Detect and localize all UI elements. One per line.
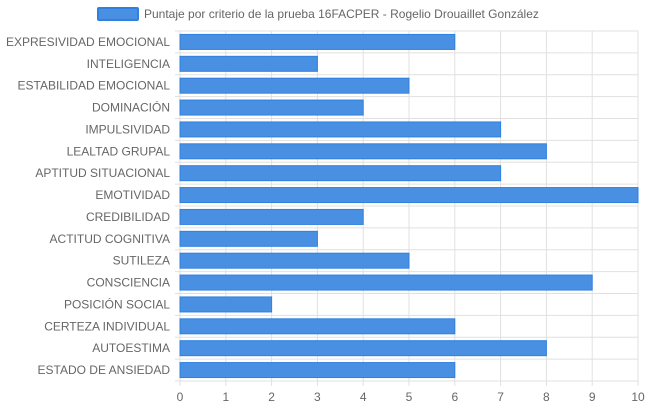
x-tick-label: 9 <box>589 390 596 404</box>
y-category-label: INTELIGENCIA <box>87 57 170 71</box>
legend-label: Puntaje por criterio de la prueba 16FACP… <box>144 7 539 21</box>
bar[interactable] <box>179 274 593 291</box>
x-tick-label: 5 <box>406 390 413 404</box>
y-category-label: EXPRESIVIDAD EMOCIONAL <box>6 35 170 49</box>
y-category-label: EMOTIVIDAD <box>95 188 170 202</box>
bar[interactable] <box>179 165 502 182</box>
legend-swatch <box>97 7 139 21</box>
y-category-label: DOMINACIÓN <box>92 100 170 115</box>
x-tick-label: 3 <box>314 390 321 404</box>
bar[interactable] <box>179 77 410 94</box>
y-category-label: SUTILEZA <box>113 254 170 268</box>
y-category-label: ESTABILIDAD EMOCIONAL <box>18 79 171 93</box>
x-tick-label: 1 <box>222 390 229 404</box>
bar[interactable] <box>179 318 456 335</box>
y-category-label: CREDIBILIDAD <box>86 210 170 224</box>
bar[interactable] <box>179 230 318 247</box>
bar[interactable] <box>179 208 364 225</box>
legend[interactable]: Puntaje por criterio de la prueba 16FACP… <box>97 7 539 21</box>
x-tick-label: 8 <box>543 390 550 404</box>
bar[interactable] <box>179 143 547 160</box>
bar[interactable] <box>179 340 547 357</box>
x-tick-label: 6 <box>451 390 458 404</box>
y-category-label: CONSCIENCIA <box>87 276 170 290</box>
bar[interactable] <box>179 55 318 72</box>
x-tick-label: 7 <box>497 390 504 404</box>
bar[interactable] <box>179 99 364 116</box>
y-category-label: IMPULSIVIDAD <box>85 122 170 136</box>
x-axis-labels: 0 1 2 3 4 5 6 7 8 9 10 <box>177 390 645 404</box>
bar[interactable] <box>179 121 502 138</box>
x-tick-label: 0 <box>177 390 184 404</box>
bar[interactable] <box>179 33 456 50</box>
bars <box>179 33 639 379</box>
y-category-label: CERTEZA INDIVIDUAL <box>44 319 170 333</box>
bar[interactable] <box>179 252 410 269</box>
bar[interactable] <box>179 296 273 313</box>
y-category-label: ESTADO DE ANSIEDAD <box>38 363 171 377</box>
bar[interactable] <box>179 362 456 379</box>
y-category-label: AUTOESTIMA <box>92 341 170 355</box>
y-category-label: ACTITUD COGNITIVA <box>50 232 170 246</box>
x-tick-label: 10 <box>631 390 645 404</box>
y-axis-labels: EXPRESIVIDAD EMOCIONAL INTELIGENCIA ESTABI… <box>6 35 170 377</box>
y-category-label: POSICIÓN SOCIAL <box>64 296 170 311</box>
x-tick-label: 2 <box>268 390 275 404</box>
y-category-label: LEALTAD GRUPAL <box>67 144 171 158</box>
x-tick-label: 4 <box>360 390 367 404</box>
bar[interactable] <box>179 187 639 204</box>
y-category-label: APTITUD SITUACIONAL <box>35 166 170 180</box>
